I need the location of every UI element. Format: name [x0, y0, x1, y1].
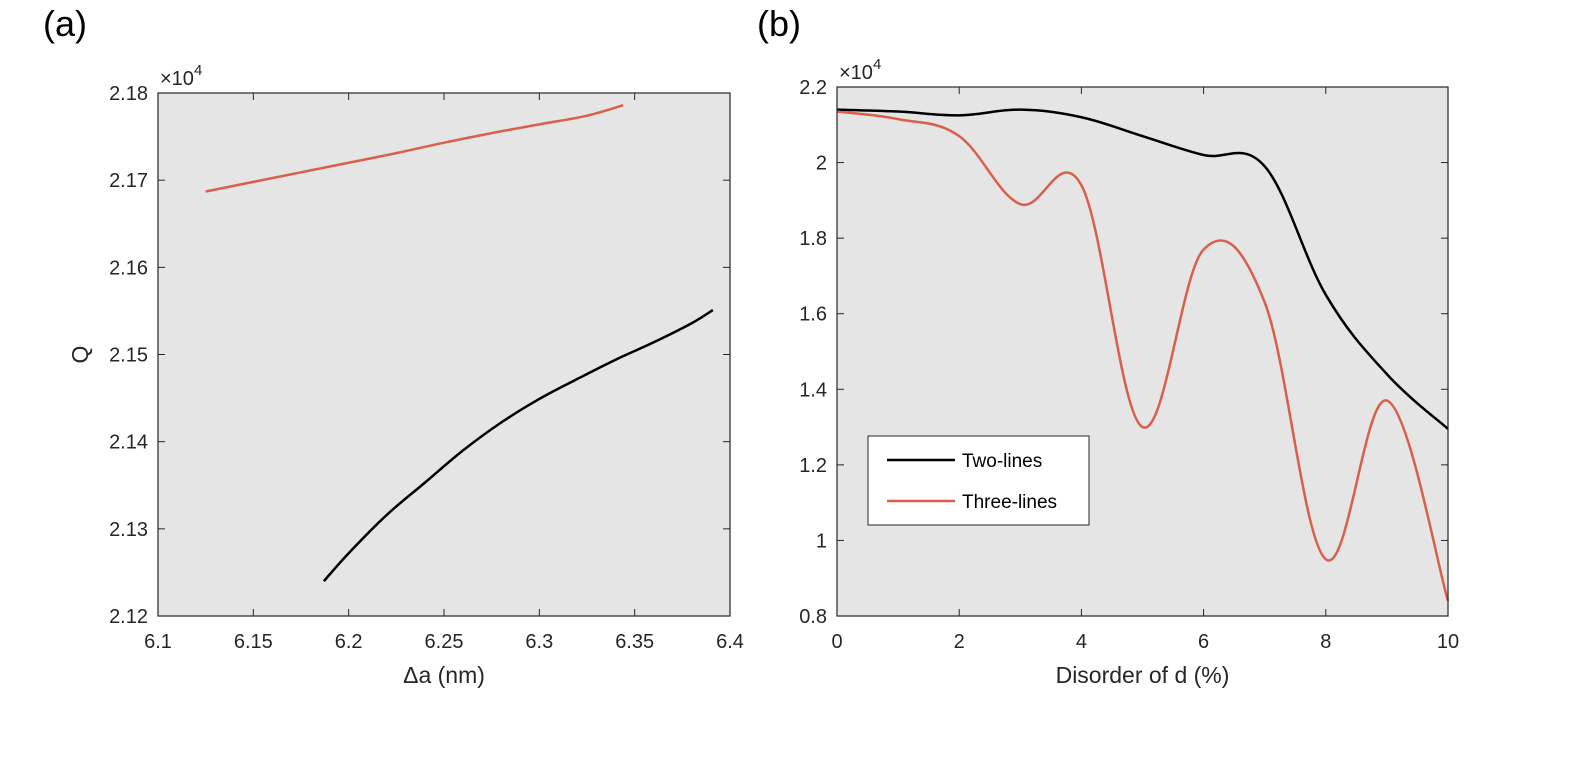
y-exponent-label: ×104	[160, 62, 202, 90]
plot-area	[158, 93, 730, 616]
y-tick-label: 2.16	[109, 257, 148, 279]
x-axis-label: Δa (nm)	[403, 662, 485, 688]
legend-box	[867, 435, 1090, 526]
y-tick-label: 1.6	[799, 304, 827, 326]
y-exponent: 4	[873, 56, 881, 73]
x-tick-label: 2	[954, 631, 965, 653]
y-tick-label: 2.13	[109, 519, 148, 541]
x-tick-label: 6.2	[335, 631, 363, 653]
y-tick-label: 2.12	[109, 606, 148, 628]
x-tick-label: 6.4	[716, 631, 744, 653]
series-line-three-lines	[205, 103, 624, 193]
axes-frame	[157, 92, 731, 617]
x-tick-label: 6.1	[144, 631, 172, 653]
legend: Two-lines Three-lines	[867, 435, 1090, 526]
y-multiplier: ×10	[839, 62, 873, 84]
y-tick-label: 2.18	[109, 83, 148, 105]
y-tick-label: 2.15	[109, 345, 148, 367]
series-line-two-lines	[836, 108, 1449, 430]
y-axis-label: Q	[67, 346, 93, 364]
x-tick-label: 6.15	[234, 631, 273, 653]
chart-a: 6.1 6.15 6.2 6.25 6.3 6.35 6.4 2.12 2.13 2.14 2.15…	[67, 62, 744, 688]
series-line-two-lines	[322, 308, 714, 582]
x-tick-label: 10	[1437, 631, 1459, 653]
axes-frame	[836, 86, 1449, 617]
y-exponent-label: ×104	[839, 56, 881, 84]
x-tick-label: 4	[1076, 631, 1087, 653]
y-tick-label: 2.2	[799, 77, 827, 99]
x-tick-label: 6.35	[615, 631, 654, 653]
x-axis-label: Disorder of d (%)	[1056, 662, 1230, 688]
chart-b: 0 2 4 6 8 100.811.21.41.61.822.2×104Disorder …	[799, 56, 1459, 688]
y-tick-label: 1.8	[799, 228, 827, 250]
y-tick-label: 2.17	[109, 170, 148, 192]
plot-area	[837, 87, 1448, 616]
y-multiplier: ×10	[160, 68, 194, 90]
series-line-three-lines	[836, 110, 1450, 602]
legend-label-three-lines: Three-lines	[962, 492, 1057, 513]
y-tick-label: 0.8	[799, 606, 827, 628]
panel-label-a: (a)	[43, 3, 87, 44]
y-tick-label: 1	[816, 530, 827, 552]
x-tick-label: 8	[1320, 631, 1331, 653]
y-tick-label: 1.4	[799, 379, 827, 401]
y-exponent: 4	[194, 62, 202, 79]
y-tick-label: 2	[816, 153, 827, 175]
y-tick-label: 2.14	[109, 432, 148, 454]
legend-label-two-lines: Two-lines	[962, 451, 1042, 472]
x-tick-label: 6	[1198, 631, 1209, 653]
y-tick-label: 1.2	[799, 455, 827, 477]
x-tick-label: 6.25	[425, 631, 464, 653]
x-tick-label: 6.3	[525, 631, 553, 653]
x-tick-label: 0	[831, 631, 842, 653]
panel-label-b: (b)	[757, 3, 801, 44]
